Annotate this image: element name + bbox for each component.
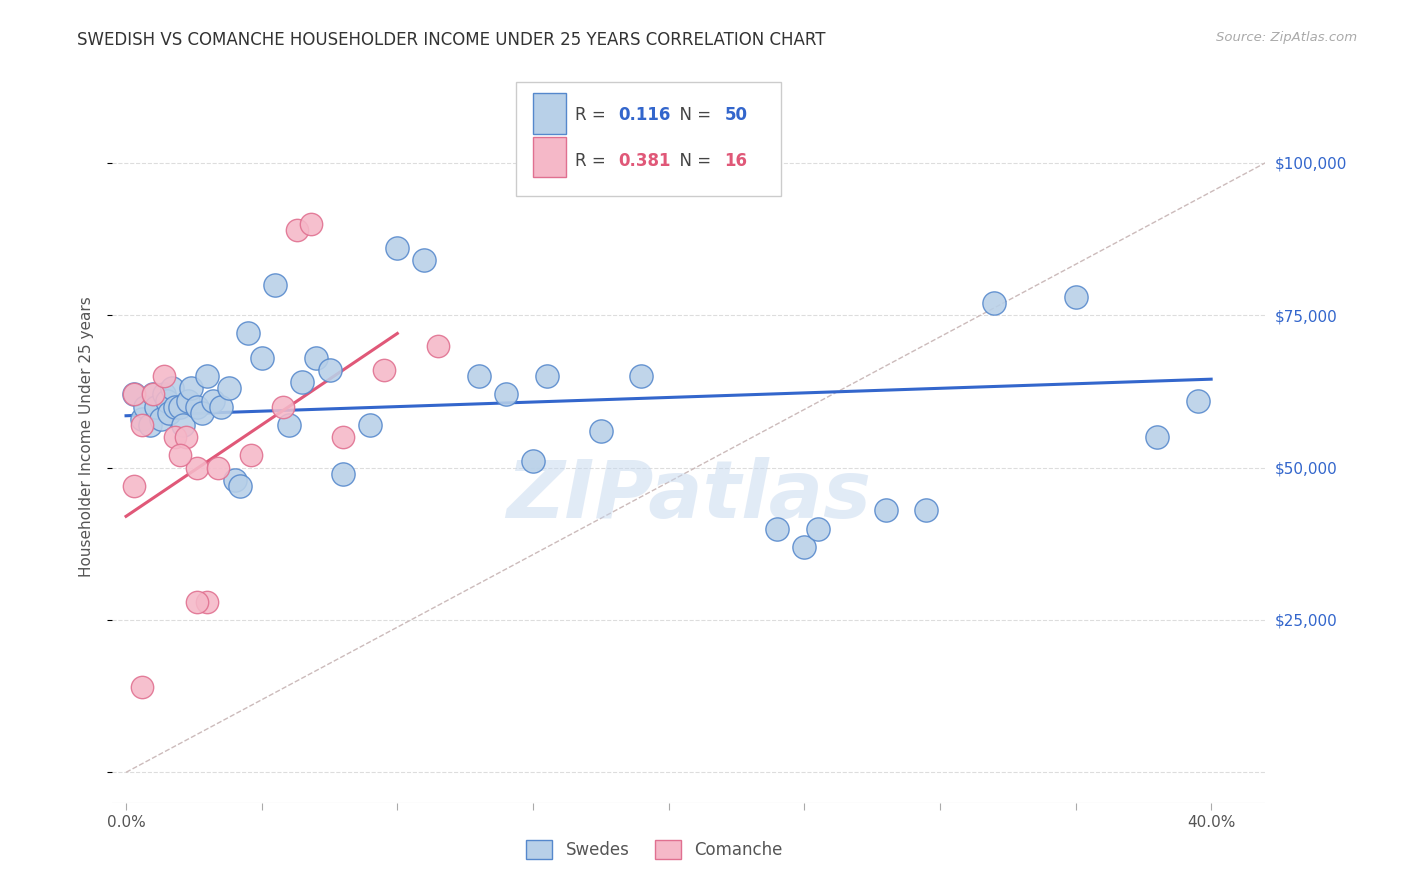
Point: [427, 338, 450, 352]
Point: [169, 448, 191, 462]
Point: [159, 406, 181, 420]
Text: SWEDISH VS COMANCHE HOUSEHOLDER INCOME UNDER 25 YEARS CORRELATION CHART: SWEDISH VS COMANCHE HOUSEHOLDER INCOME U…: [77, 31, 825, 49]
Point: [134, 400, 156, 414]
Point: [1064, 290, 1087, 304]
Point: [224, 473, 246, 487]
Point: [153, 387, 176, 401]
Point: [373, 363, 395, 377]
Point: [915, 503, 938, 517]
Text: 0.381: 0.381: [619, 152, 671, 169]
Point: [174, 430, 197, 444]
Point: [218, 381, 240, 395]
Point: [875, 503, 897, 517]
Point: [250, 351, 273, 365]
Text: Source: ZipAtlas.com: Source: ZipAtlas.com: [1216, 31, 1357, 45]
Point: [1187, 393, 1209, 408]
Text: N =: N =: [669, 152, 717, 169]
Text: 50: 50: [724, 106, 748, 125]
Point: [186, 460, 208, 475]
Point: [197, 594, 219, 608]
Text: ZIPatlas: ZIPatlas: [506, 457, 872, 534]
Point: [793, 540, 815, 554]
Point: [229, 479, 252, 493]
Text: 0.116: 0.116: [619, 106, 671, 125]
Point: [180, 381, 202, 395]
Point: [1146, 430, 1168, 444]
Point: [495, 387, 517, 401]
FancyBboxPatch shape: [516, 82, 782, 195]
Point: [142, 387, 165, 401]
Point: [285, 223, 308, 237]
Point: [122, 479, 145, 493]
Point: [163, 430, 186, 444]
Point: [983, 296, 1005, 310]
Point: [318, 363, 340, 377]
Point: [264, 277, 287, 292]
Point: [142, 387, 165, 401]
Point: [273, 400, 295, 414]
Point: [766, 521, 789, 535]
Point: [299, 217, 322, 231]
Point: [630, 369, 652, 384]
Point: [122, 387, 145, 401]
Legend: Swedes, Comanche: Swedes, Comanche: [517, 831, 792, 868]
Point: [131, 680, 153, 694]
Point: [236, 326, 259, 341]
Point: [467, 369, 489, 384]
Point: [413, 253, 436, 268]
Point: [522, 454, 544, 468]
Point: [209, 400, 232, 414]
Point: [291, 375, 314, 389]
Point: [807, 521, 830, 535]
Point: [131, 412, 153, 426]
Text: R =: R =: [575, 152, 610, 169]
Point: [139, 417, 162, 432]
Bar: [533, 94, 565, 134]
Point: [332, 430, 354, 444]
Point: [201, 393, 224, 408]
Point: [277, 417, 299, 432]
Point: [163, 400, 186, 414]
Point: [172, 417, 194, 432]
Point: [160, 381, 183, 395]
Text: 16: 16: [724, 152, 748, 169]
Text: R =: R =: [575, 106, 610, 125]
Point: [145, 400, 167, 414]
Point: [536, 369, 558, 384]
Point: [239, 448, 262, 462]
Point: [305, 351, 328, 365]
Point: [197, 369, 219, 384]
Text: N =: N =: [669, 106, 717, 125]
Y-axis label: Householder Income Under 25 years: Householder Income Under 25 years: [79, 297, 94, 577]
Point: [122, 387, 145, 401]
Point: [131, 417, 153, 432]
Point: [169, 400, 191, 414]
Point: [156, 393, 179, 408]
Point: [359, 417, 381, 432]
Point: [150, 412, 173, 426]
Point: [153, 369, 176, 384]
Bar: [533, 137, 565, 178]
Point: [207, 460, 229, 475]
Point: [177, 393, 200, 408]
Point: [186, 400, 208, 414]
Point: [191, 406, 214, 420]
Point: [589, 424, 612, 438]
Point: [387, 241, 409, 255]
Point: [186, 594, 208, 608]
Point: [332, 467, 354, 481]
